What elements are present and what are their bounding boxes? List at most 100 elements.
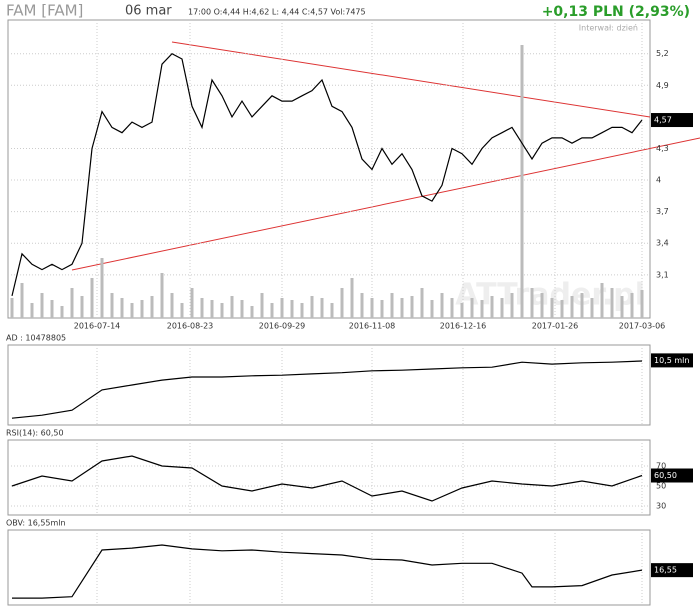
volume-bar <box>630 293 634 318</box>
volume-bar <box>150 296 154 318</box>
volume-bar <box>320 298 324 318</box>
volume-bar <box>110 293 114 318</box>
price-frame <box>7 19 651 319</box>
volume-bar <box>580 293 584 318</box>
volume-bar <box>620 296 624 318</box>
volume-bar <box>160 273 164 318</box>
volume-bar <box>560 300 564 318</box>
volume-bar <box>190 288 194 318</box>
volume-bar <box>570 296 574 318</box>
volume-bar <box>90 278 94 318</box>
volume-bar <box>430 300 434 318</box>
x-tick-label: 2016-11-08 <box>349 322 396 331</box>
last-box <box>651 563 693 578</box>
obv-frame <box>7 529 651 606</box>
volume-bar <box>410 296 414 318</box>
trend-line <box>71 137 700 271</box>
volume-bar <box>400 298 404 318</box>
volume-bar <box>220 303 224 318</box>
y-tick-label: 4,9 <box>656 81 669 90</box>
line <box>11 52 643 297</box>
volume-bar <box>290 300 294 318</box>
volume-bar <box>140 300 144 318</box>
volume-bar <box>70 288 74 318</box>
y-tick-label: 3,4 <box>656 239 669 248</box>
volume-bar <box>450 298 454 318</box>
x-tick-label: 2017-03-06 <box>619 322 666 331</box>
last-label: 16,55 <box>654 566 677 575</box>
ticker: FAM [FAM] <box>6 2 83 20</box>
line <box>12 544 643 599</box>
volume-bar <box>310 296 314 318</box>
volume-bar <box>480 300 484 318</box>
last-box <box>651 113 693 128</box>
y-tick-label: 5,2 <box>656 49 669 58</box>
line <box>11 455 643 502</box>
indicator-label: AD : 10478805 <box>6 334 66 343</box>
volume-bar <box>20 283 24 318</box>
y-tick-label: 3,1 <box>656 270 669 279</box>
volume-bar <box>30 303 34 318</box>
interval: Interwał: dzień <box>579 24 638 33</box>
volume-bar <box>280 298 284 318</box>
y-tick-label: 3,7 <box>656 207 669 216</box>
volume-bar <box>340 288 344 318</box>
y-tick-label: 70 <box>656 462 666 471</box>
volume-bar <box>350 278 354 318</box>
line <box>11 360 643 419</box>
volume-bar <box>470 298 474 318</box>
volume-bar <box>370 298 374 318</box>
volume-bar <box>640 290 644 318</box>
indicator-label: RSI(14): 60,50 <box>6 429 64 438</box>
volume-bar <box>200 298 204 318</box>
x-tick-label: 2017-01-26 <box>532 322 579 331</box>
date: 06 mar <box>125 4 172 19</box>
volume-bar <box>610 288 614 318</box>
volume-bar <box>40 293 44 318</box>
rsi-frame <box>7 439 651 516</box>
volume-bar <box>10 298 14 318</box>
last-label: 10,5 mln <box>654 356 689 365</box>
volume-bar <box>50 300 54 318</box>
volume-bar <box>260 293 264 318</box>
volume-bar <box>250 306 254 318</box>
last-box <box>651 468 693 483</box>
x-tick-label: 2016-09-29 <box>259 322 306 331</box>
volume-bar <box>510 293 514 318</box>
x-tick-label: 2016-08-23 <box>167 322 214 331</box>
trend-line <box>171 41 651 118</box>
volume-bar <box>360 293 364 318</box>
last-label: 4,57 <box>654 116 672 125</box>
volume-bar <box>540 293 544 318</box>
volume-bar <box>270 303 274 318</box>
volume-bar <box>530 288 534 318</box>
watermark: ATTrader.pl <box>455 278 645 313</box>
volume-bar <box>520 45 524 318</box>
y-tick-label: 4,3 <box>656 144 669 153</box>
volume-bar <box>120 298 124 318</box>
volume-bar <box>550 298 554 318</box>
volume-bar <box>500 298 504 318</box>
y-tick-label: 30 <box>656 502 666 511</box>
volume-bar <box>130 303 134 318</box>
volume-bar <box>330 303 334 318</box>
volume-bar <box>590 298 594 318</box>
volume-bar <box>600 283 604 318</box>
quote: 17:00 O:4,44 H:4,62 L: 4,44 C:4,57 Vol:7… <box>188 8 366 17</box>
volume-bar <box>420 288 424 318</box>
volume-bar <box>100 258 104 318</box>
volume-bar <box>210 300 214 318</box>
volume-bar <box>60 306 64 318</box>
volume-bar <box>380 300 384 318</box>
volume-bar <box>300 303 304 318</box>
last-label: 60,50 <box>654 471 677 480</box>
last-box <box>651 353 693 368</box>
y-tick-label: 4 <box>656 176 661 185</box>
x-tick-label: 2016-07-14 <box>74 322 121 331</box>
volume-bar <box>170 293 174 318</box>
volume-bar <box>230 296 234 318</box>
ad-frame <box>7 344 651 426</box>
volume-bar <box>180 303 184 318</box>
volume-bar <box>390 293 394 318</box>
